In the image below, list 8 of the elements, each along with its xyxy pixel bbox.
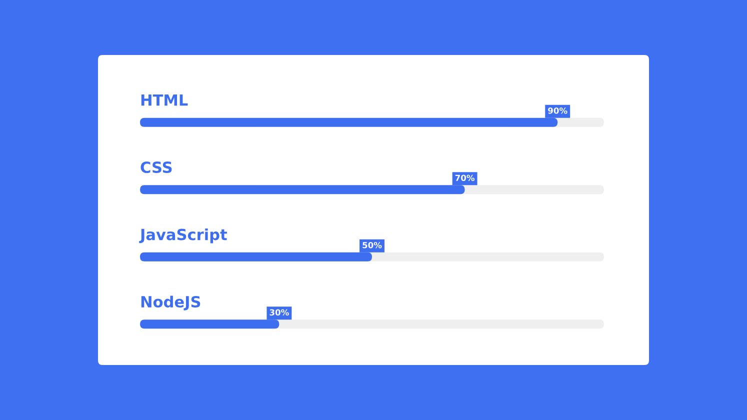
y-tick-label: HTML xyxy=(141,94,188,106)
y-tick-label: NodeJS xyxy=(141,296,200,310)
y-tick-label: JavaScript xyxy=(139,228,227,244)
data-label: 30% xyxy=(270,309,289,316)
data-label: 50% xyxy=(362,242,382,248)
data-label: 70% xyxy=(455,174,475,182)
data-label: 90% xyxy=(548,107,568,114)
y-tick-label: CSS xyxy=(140,161,172,174)
